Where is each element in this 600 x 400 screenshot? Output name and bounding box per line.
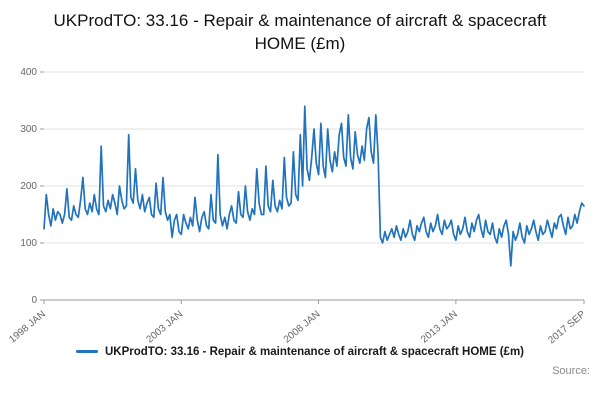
y-tick-label: 200 — [20, 181, 37, 192]
line-chart: 0 100 200 300 400 1998 JAN 2003 JAN 2008 JAN 201… — [7, 67, 588, 347]
y-tick-label: 100 — [20, 238, 37, 249]
legend: UKProdTO: 33.16 - Repair & maintenance o… — [0, 346, 600, 358]
y-tick-label: 400 — [20, 67, 37, 78]
chart-title: UKProdTO: 33.16 - Repair & maintenance o… — [53, 11, 547, 53]
y-tick-label: 0 — [31, 295, 37, 306]
x-tick-label: 2017 SEP — [546, 309, 588, 347]
x-tick-label: 2013 JAN — [419, 309, 460, 346]
x-tick-label: 2008 JAN — [282, 309, 323, 346]
legend-series-line-icon — [75, 350, 98, 354]
source-label: Source: — [552, 364, 590, 377]
y-tick-label: 300 — [20, 124, 37, 135]
x-tick-label: 1998 JAN — [7, 309, 48, 346]
x-tick-label: 2003 JAN — [144, 309, 185, 346]
data-series-line — [43, 105, 585, 267]
legend-label: UKProdTO: 33.16 - Repair & maintenance o… — [104, 345, 524, 358]
